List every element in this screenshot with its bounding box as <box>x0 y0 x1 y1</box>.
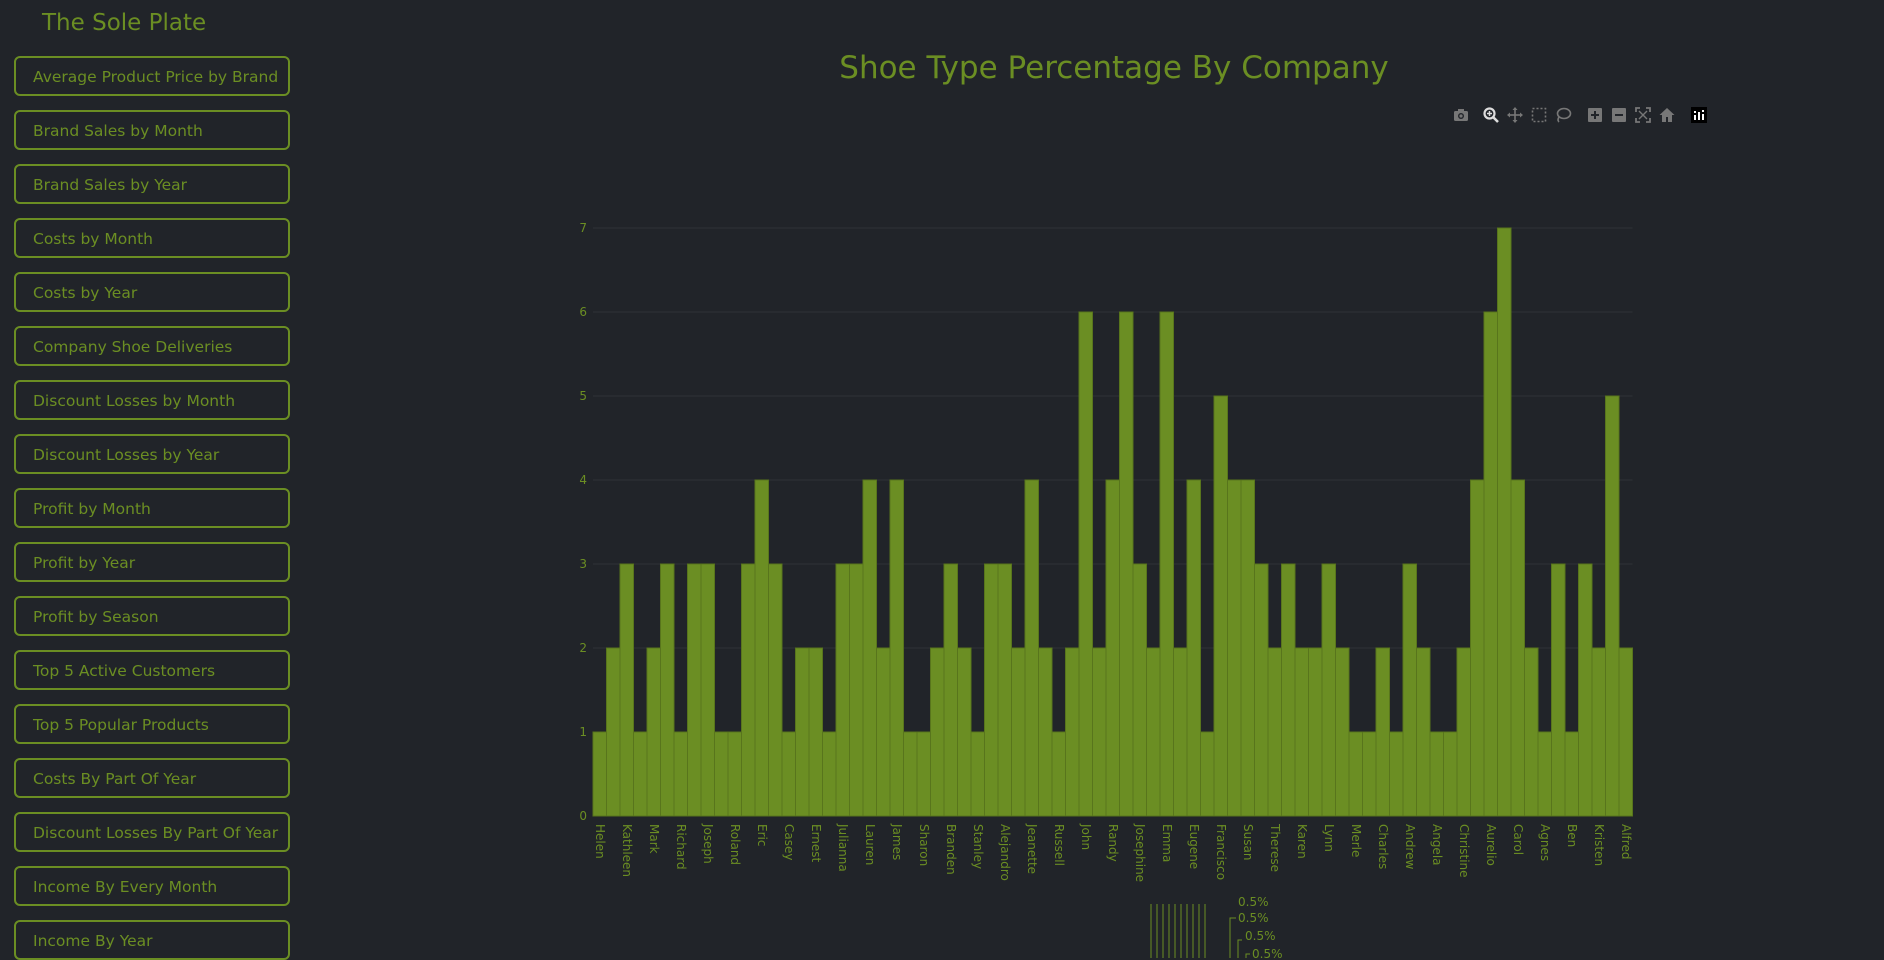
pan-icon[interactable] <box>1506 106 1524 124</box>
lasso-select-icon[interactable] <box>1554 106 1572 124</box>
x-tick-label: Angela <box>1430 824 1444 866</box>
x-tick-label: Lauren <box>863 824 877 865</box>
x-tick-label: Joseph <box>701 823 715 864</box>
zoom-out-icon[interactable] <box>1610 106 1628 124</box>
x-tick-label: Emma <box>1160 824 1174 862</box>
zoom-icon[interactable] <box>1482 106 1500 124</box>
nav-costs-by-year[interactable]: Costs by Year <box>14 272 290 312</box>
pie-label: 0.5% <box>1245 929 1276 943</box>
x-tick-label: Lynn <box>1322 824 1336 852</box>
x-tick-label: Karen <box>1295 824 1309 859</box>
zoom-in-icon[interactable] <box>1586 106 1604 124</box>
x-tick-label: Russell <box>1052 824 1066 866</box>
x-tick-label: Therese <box>1268 823 1282 872</box>
x-tick-label: Eric <box>755 824 769 846</box>
x-tick-label: Julianna <box>836 823 850 872</box>
bar[interactable] <box>1078 311 1093 817</box>
y-tick-label: 0 <box>579 809 587 823</box>
pie-label: 0.5% <box>1252 947 1283 958</box>
bar[interactable] <box>1551 563 1566 817</box>
nav-costs-by-month[interactable]: Costs by Month <box>14 218 290 258</box>
x-tick-label: Branden <box>944 824 958 875</box>
nav-top-5-popular-products[interactable]: Top 5 Popular Products <box>14 704 290 744</box>
x-tick-label: Andrew <box>1403 824 1417 869</box>
y-tick-label: 1 <box>579 725 587 739</box>
x-tick-label: Christine <box>1457 824 1471 878</box>
bar[interactable] <box>768 563 783 817</box>
y-tick-label: 7 <box>579 221 587 235</box>
bar[interactable] <box>660 563 675 817</box>
bar[interactable] <box>1605 395 1620 817</box>
y-tick-label: 5 <box>579 389 587 403</box>
nav-company-shoe-deliveries[interactable]: Company Shoe Deliveries <box>14 326 290 366</box>
plotly-logo-icon[interactable] <box>1690 106 1708 124</box>
x-tick-label: Merle <box>1349 824 1363 857</box>
x-tick-label: Alfred <box>1619 824 1633 859</box>
pie-leader-lines <box>1150 904 1250 958</box>
x-tick-label: Susan <box>1241 824 1255 860</box>
x-tick-label: Francisco <box>1214 824 1228 880</box>
y-tick-label: 2 <box>579 641 587 655</box>
x-tick-label: Kathleen <box>620 824 634 877</box>
x-tick-label: Charles <box>1376 824 1390 869</box>
x-tick-label: Ben <box>1565 824 1579 847</box>
nav-top-5-active-customers[interactable]: Top 5 Active Customers <box>14 650 290 690</box>
x-tick-label: Jeanette <box>1025 823 1039 874</box>
x-tick-label: Kristen <box>1592 824 1606 866</box>
x-tick-label: Carol <box>1511 824 1525 855</box>
x-tick-label: John <box>1079 823 1093 850</box>
x-tick-label: Ernest <box>809 824 823 863</box>
nav-costs-by-part-of-year[interactable]: Costs By Part Of Year <box>14 758 290 798</box>
x-tick-label: Sharon <box>917 824 931 866</box>
nav-discount-losses-by-part-of-year[interactable]: Discount Losses By Part Of Year <box>14 812 290 852</box>
x-tick-label: Alejandro <box>998 824 1012 881</box>
bar[interactable] <box>619 563 634 817</box>
x-tick-label: Stanley <box>971 824 985 869</box>
nav-profit-by-year[interactable]: Profit by Year <box>14 542 290 582</box>
bar[interactable] <box>1618 647 1633 817</box>
nav-discount-losses-by-month[interactable]: Discount Losses by Month <box>14 380 290 420</box>
nav-profit-by-month[interactable]: Profit by Month <box>14 488 290 528</box>
pie-label: 0.5% <box>1238 911 1269 925</box>
x-tick-label: Roland <box>728 824 742 865</box>
y-tick-label: 3 <box>579 557 587 571</box>
x-tick-label: Casey <box>782 824 796 860</box>
box-select-icon[interactable] <box>1530 106 1548 124</box>
x-tick-label: Randy <box>1106 824 1120 862</box>
pie-label: 0.5% <box>1238 895 1269 909</box>
sidebar: The Sole Plate Average Product Price by … <box>0 0 310 960</box>
y-tick-label: 6 <box>579 305 587 319</box>
x-tick-label: Mark <box>647 824 661 854</box>
x-tick-label: Josephine <box>1133 823 1147 882</box>
bar[interactable] <box>700 563 715 817</box>
x-tick-label: Aurelio <box>1484 824 1498 866</box>
nav-average-product-price-by-brand[interactable]: Average Product Price by Brand <box>14 56 290 96</box>
bar[interactable] <box>1186 479 1201 817</box>
y-tick-label: 4 <box>579 473 587 487</box>
camera-icon[interactable] <box>1452 106 1470 124</box>
autoscale-icon[interactable] <box>1634 106 1652 124</box>
x-tick-label: Helen <box>593 824 607 859</box>
x-tick-label: Richard <box>674 824 688 870</box>
nav-brand-sales-by-year[interactable]: Brand Sales by Year <box>14 164 290 204</box>
app-brand-title: The Sole Plate <box>42 10 207 36</box>
x-tick-label: James <box>890 823 904 860</box>
chart-title: Shoe Type Percentage By Company <box>839 50 1389 86</box>
reset-axes-icon[interactable] <box>1658 106 1676 124</box>
bar[interactable] <box>889 479 904 817</box>
x-tick-label: Agnes <box>1538 824 1552 861</box>
nav-income-by-every-month[interactable]: Income By Every Month <box>14 866 290 906</box>
x-tick-label: Eugene <box>1187 824 1201 869</box>
nav-profit-by-season[interactable]: Profit by Season <box>14 596 290 636</box>
bar[interactable] <box>1159 311 1174 817</box>
nav-brand-sales-by-month[interactable]: Brand Sales by Month <box>14 110 290 150</box>
nav-discount-losses-by-year[interactable]: Discount Losses by Year <box>14 434 290 474</box>
